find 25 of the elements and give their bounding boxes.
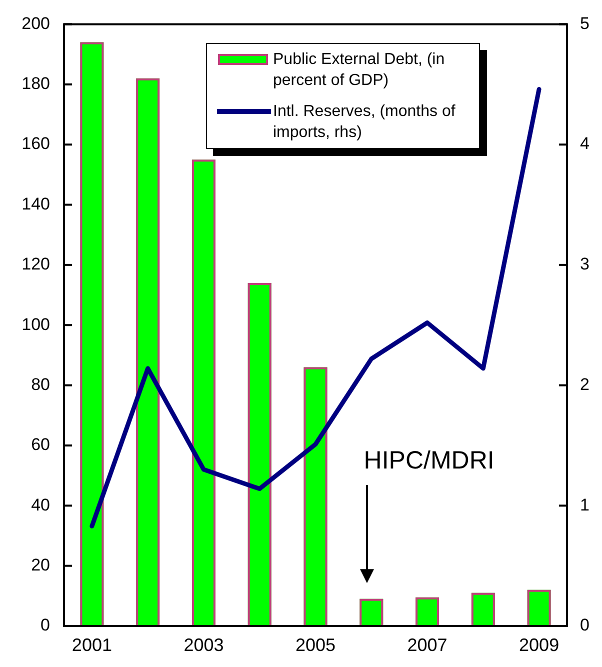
annotation: HIPC/MDRI xyxy=(364,446,494,474)
y2-tick-label: 4 xyxy=(580,134,590,154)
x-tick-label: 2003 xyxy=(184,634,224,655)
y-tick-label: 0 xyxy=(40,616,50,635)
legend-label: Public External Debt, (in percent of GDP) xyxy=(273,50,446,92)
y2-tick-label: 1 xyxy=(580,495,590,514)
y-tick-label: 180 xyxy=(22,74,50,94)
y2-tick-label: 2 xyxy=(580,374,590,394)
x-tick-label: 2001 xyxy=(72,634,112,655)
y-tick-label: 80 xyxy=(31,374,50,394)
x-tick-label: 2005 xyxy=(295,634,336,655)
x-tick-label: 2009 xyxy=(519,634,560,655)
y-tick-label: 40 xyxy=(31,495,50,514)
y2-tick-label: 0 xyxy=(580,616,590,635)
y-tick-label: 160 xyxy=(22,134,50,154)
y-tick-label: 20 xyxy=(31,556,50,575)
x-tick-label: 2007 xyxy=(407,634,448,655)
y2-tick-label: 3 xyxy=(580,254,590,274)
y-tick-label: 100 xyxy=(22,314,50,334)
legend-label: Intl. Reserves, (months of imports, rhs) xyxy=(273,102,456,144)
y-tick-label: 60 xyxy=(31,435,50,454)
y-tick-label: 140 xyxy=(22,194,50,214)
y-tick-label: 120 xyxy=(22,254,50,274)
y2-tick-label: 5 xyxy=(580,14,590,33)
y-tick-label: 200 xyxy=(22,14,50,33)
